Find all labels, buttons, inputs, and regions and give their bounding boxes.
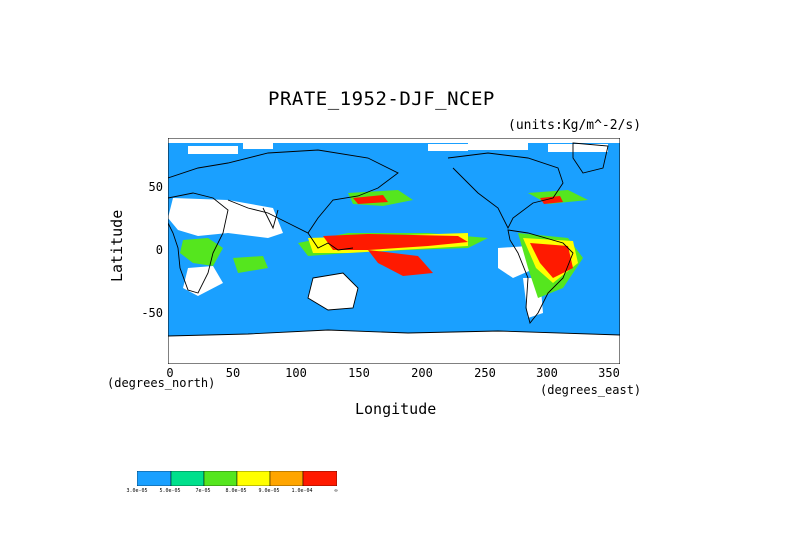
colorbar (136, 470, 338, 487)
x-units-note-left: (degrees_north) (107, 376, 216, 390)
precipitation-map (168, 138, 620, 364)
y-tick-0: 0 (155, 243, 163, 257)
x-axis-label: Longitude (355, 400, 437, 418)
colorbar-swatch-4 (236, 470, 271, 487)
x-tick-250: 250 (474, 366, 496, 380)
x-units-note-right: (degrees_east) (540, 383, 642, 397)
y-tick-50: 50 (148, 180, 163, 194)
units-label: (units:Kg/m^-2/s) (508, 118, 642, 133)
colorbar-swatch-3 (203, 470, 238, 487)
x-tick-0: 0 (166, 366, 174, 380)
colorbar-swatches (136, 470, 338, 487)
colorbar-labels: 3.0e-05 5.0e-05 7e-05 8.0e-05 9.0e-05 1.… (120, 488, 360, 496)
y-axis-label: Latitude (108, 209, 126, 282)
colorbar-swatch-6 (302, 470, 338, 487)
colorbar-swatch-5 (269, 470, 304, 487)
x-tick-50: 50 (225, 366, 241, 380)
map-title: PRATE_1952-DJF_NCEP (268, 88, 495, 110)
heavy-precip-regions (323, 195, 573, 278)
colorbar-label-5: 9.0e-05 (258, 488, 280, 494)
x-tick-350: 350 (598, 366, 620, 380)
colorbar-label-3: 7e-05 (195, 488, 211, 494)
x-tick-200: 200 (411, 366, 433, 380)
colorbar-label-1: 3.0e-05 (126, 488, 148, 494)
coastlines (168, 142, 620, 337)
x-tick-100: 100 (285, 366, 307, 380)
colorbar-label-2: 5.0e-05 (159, 488, 181, 494)
colorbar-label-7: ∞ (334, 488, 338, 494)
colorbar-swatch-2 (170, 470, 205, 487)
colorbar-label-4: 8.0e-05 (225, 488, 247, 494)
colorbar-label-6: 1.0e-04 (291, 488, 313, 494)
x-tick-150: 150 (348, 366, 370, 380)
x-tick-300: 300 (536, 366, 558, 380)
colorbar-swatch-1 (136, 470, 172, 487)
y-tick-minus50: -50 (141, 306, 163, 320)
